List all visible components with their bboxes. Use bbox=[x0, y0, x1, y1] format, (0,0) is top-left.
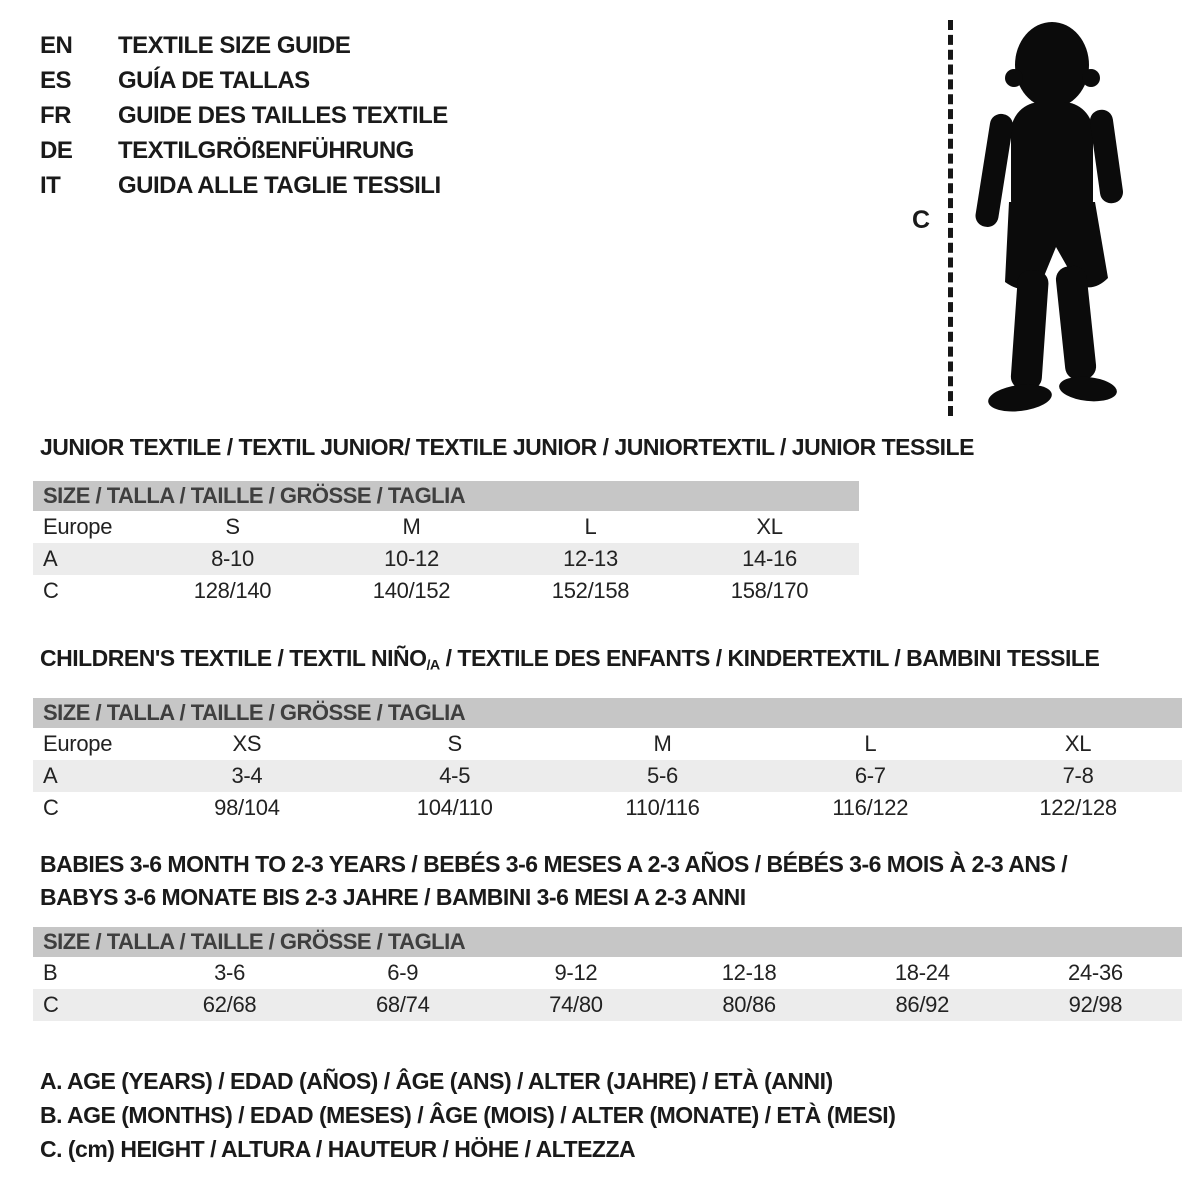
size-cell: L bbox=[864, 730, 877, 756]
children-section-title: CHILDREN'S TEXTILE / TEXTIL NIÑO/A / TEX… bbox=[40, 645, 1182, 679]
height-measure-dashed-line bbox=[948, 20, 953, 416]
age-cell: 6-7 bbox=[854, 762, 886, 788]
children-title-subscript: /A bbox=[426, 657, 440, 674]
row-label: Europe bbox=[43, 730, 113, 756]
table-row: Europe S M L XL bbox=[33, 511, 859, 543]
legend-line-c: C. (cm) HEIGHT / ALTURA / HAUTEUR / HÖHE… bbox=[40, 1136, 636, 1162]
row-label: C bbox=[43, 794, 59, 820]
language-row-es: ES GUÍA DE TALLAS bbox=[40, 63, 448, 98]
language-code: EN bbox=[40, 31, 73, 59]
table-row: A 3-4 4-5 5-6 6-7 7-8 bbox=[33, 759, 1182, 792]
size-cell: S bbox=[447, 730, 463, 756]
age-cell: 3-4 bbox=[231, 762, 263, 788]
row-label: B bbox=[43, 960, 58, 985]
height-cell: 116/122 bbox=[832, 794, 909, 820]
age-cell: 24-36 bbox=[1068, 960, 1123, 985]
age-cell: 12-18 bbox=[721, 960, 777, 985]
toddler-silhouette-icon bbox=[975, 22, 1123, 412]
row-label: C bbox=[43, 578, 59, 603]
guide-title-fr: GUIDE DES TAILLES TEXTILE bbox=[118, 101, 448, 129]
guide-title-en: TEXTILE SIZE GUIDE bbox=[118, 31, 351, 59]
age-cell: 18-24 bbox=[894, 960, 950, 985]
size-cell: M bbox=[402, 514, 421, 539]
height-cell: 92/98 bbox=[1068, 992, 1123, 1017]
height-cell: 128/140 bbox=[193, 578, 272, 603]
babies-title-line2: BABYS 3-6 MONATE BIS 2-3 JAHRE / BAMBINI… bbox=[40, 884, 746, 910]
legend-line-b: B. AGE (MONTHS) / EDAD (MESES) / ÂGE (MO… bbox=[40, 1102, 896, 1128]
height-cell: 122/128 bbox=[1039, 794, 1117, 820]
size-cell: XL bbox=[756, 514, 783, 539]
children-title-pre: CHILDREN'S TEXTILE / TEXTIL NIÑO bbox=[40, 645, 427, 671]
language-row-it: IT GUIDA ALLE TAGLIE TESSILI bbox=[40, 168, 448, 203]
age-cell: 6-9 bbox=[387, 960, 419, 985]
height-cell: 62/68 bbox=[202, 992, 257, 1017]
size-cell: XL bbox=[1064, 730, 1092, 756]
size-cell: L bbox=[584, 514, 597, 539]
table-row: C 62/68 68/74 74/80 80/86 86/92 92/98 bbox=[33, 989, 1182, 1021]
age-cell: 9-12 bbox=[554, 960, 598, 985]
language-code: IT bbox=[40, 171, 61, 199]
row-label: C bbox=[43, 992, 59, 1017]
age-cell: 12-13 bbox=[563, 546, 618, 571]
junior-textile-section: JUNIOR TEXTILE / TEXTIL JUNIOR/ TEXTILE … bbox=[33, 434, 974, 607]
legend: A. AGE (YEARS) / EDAD (AÑOS) / ÂGE (ANS)… bbox=[40, 1064, 896, 1166]
guide-title-de: TEXTILGRÖßENFÜHRUNG bbox=[118, 136, 414, 164]
table-row: C 98/104 104/110 110/116 116/122 122/128 bbox=[33, 792, 1182, 824]
children-title-post: / TEXTILE DES ENFANTS / KINDERTEXTIL / B… bbox=[439, 645, 1100, 671]
age-cell: 5-6 bbox=[647, 762, 678, 788]
height-cell: 158/170 bbox=[730, 578, 809, 603]
language-row-fr: FR GUIDE DES TAILLES TEXTILE bbox=[40, 98, 448, 133]
legend-line-a: A. AGE (YEARS) / EDAD (AÑOS) / ÂGE (ANS)… bbox=[40, 1068, 833, 1094]
height-cell: 68/74 bbox=[375, 992, 430, 1017]
height-cell: 140/152 bbox=[372, 578, 451, 603]
age-cell: 4-5 bbox=[439, 762, 471, 788]
height-cell: 98/104 bbox=[214, 794, 280, 820]
height-cell: 104/110 bbox=[416, 794, 493, 820]
guide-title-it: GUIDA ALLE TAGLIE TESSILI bbox=[118, 171, 441, 199]
height-cell: 110/116 bbox=[625, 794, 700, 820]
language-row-en: EN TEXTILE SIZE GUIDE bbox=[40, 28, 448, 63]
age-cell: 14-16 bbox=[742, 546, 797, 571]
junior-section-title: JUNIOR TEXTILE / TEXTIL JUNIOR/ TEXTILE … bbox=[40, 434, 974, 460]
table-row: C 128/140 140/152 152/158 158/170 bbox=[33, 575, 859, 607]
age-cell: 10-12 bbox=[384, 546, 439, 571]
children-size-header-bar: SIZE / TALLA / TAILLE / GRÖSSE / TAGLIA bbox=[33, 697, 1182, 728]
babies-title-line1: BABIES 3-6 MONTH TO 2-3 YEARS / BEBÉS 3-… bbox=[40, 851, 1068, 877]
babies-size-header-bar: SIZE / TALLA / TAILLE / GRÖSSE / TAGLIA bbox=[33, 927, 1182, 957]
row-label: A bbox=[43, 546, 58, 571]
size-cell: S bbox=[225, 514, 240, 539]
height-cell: 152/158 bbox=[551, 578, 630, 603]
height-cell: 86/92 bbox=[895, 992, 950, 1017]
age-cell: 3-6 bbox=[214, 960, 246, 985]
row-label: A bbox=[43, 762, 58, 788]
age-cell: 7-8 bbox=[1062, 762, 1094, 788]
language-header: EN TEXTILE SIZE GUIDE ES GUÍA DE TALLAS … bbox=[40, 28, 448, 203]
table-row: A 8-10 10-12 12-13 14-16 bbox=[33, 543, 859, 575]
language-code: DE bbox=[40, 136, 73, 164]
babies-textile-section: BABIES 3-6 MONTH TO 2-3 YEARS / BEBÉS 3-… bbox=[33, 848, 1182, 1021]
children-textile-section: CHILDREN'S TEXTILE / TEXTIL NIÑO/A / TEX… bbox=[33, 645, 1182, 824]
row-label: Europe bbox=[43, 514, 113, 539]
babies-section-title: BABIES 3-6 MONTH TO 2-3 YEARS / BEBÉS 3-… bbox=[33, 848, 1182, 914]
age-cell: 8-10 bbox=[211, 546, 254, 571]
height-cell: 74/80 bbox=[549, 992, 603, 1017]
language-code: FR bbox=[40, 101, 72, 129]
height-measure-label: C bbox=[912, 206, 931, 234]
size-cell: XS bbox=[232, 730, 262, 756]
table-row: Europe XS S M L XL bbox=[33, 728, 1182, 760]
language-code: ES bbox=[40, 66, 72, 94]
height-cell: 80/86 bbox=[722, 992, 776, 1017]
table-row: B 3-6 6-9 9-12 12-18 18-24 24-36 bbox=[33, 957, 1182, 989]
junior-size-header-bar: SIZE / TALLA / TAILLE / GRÖSSE / TAGLIA bbox=[33, 481, 859, 511]
language-row-de: DE TEXTILGRÖßENFÜHRUNG bbox=[40, 133, 448, 168]
guide-title-es: GUÍA DE TALLAS bbox=[118, 66, 310, 94]
size-cell: M bbox=[653, 730, 672, 756]
